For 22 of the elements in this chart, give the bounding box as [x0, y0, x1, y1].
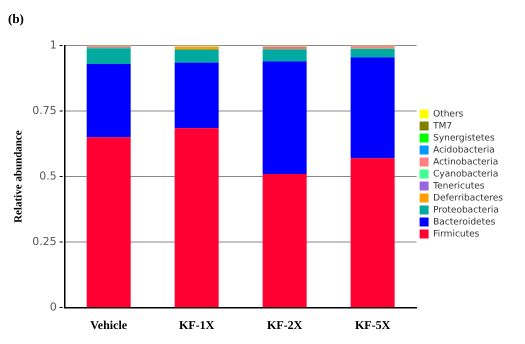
legend-label: Acidobacteria: [433, 145, 495, 156]
x-tick-label: KF-5X: [354, 318, 391, 332]
legend-label: Cyanobacteria: [433, 169, 498, 180]
x-tick-label: KF-1X: [179, 318, 215, 332]
y-tick-label: 0.5: [39, 169, 57, 182]
y-tick-label: 1: [50, 38, 57, 52]
legend-label: Proteobacteria: [433, 205, 499, 216]
x-tick-label: Vehicle: [90, 318, 128, 332]
legend-label: Bacteroidetes: [433, 217, 496, 228]
chart-title: (b): [8, 11, 24, 26]
legend-label: Actinobacteria: [433, 157, 498, 168]
y-tick-label: 0.75: [32, 104, 57, 117]
legend-label: Firmicutes: [433, 229, 480, 240]
legend-label: TM7: [432, 121, 452, 132]
x-tick-label: KF-2X: [266, 318, 303, 332]
legend-label: Deferribacteres: [433, 193, 504, 204]
legend-label: Others: [433, 109, 464, 120]
legend-label: Tenericutes: [432, 181, 485, 192]
y-tick-label: 0: [50, 300, 57, 314]
y-tick-label: 0.25: [32, 234, 57, 248]
y-axis-title: Relative abundance: [12, 130, 24, 223]
legend-label: Synergistetes: [433, 133, 495, 144]
